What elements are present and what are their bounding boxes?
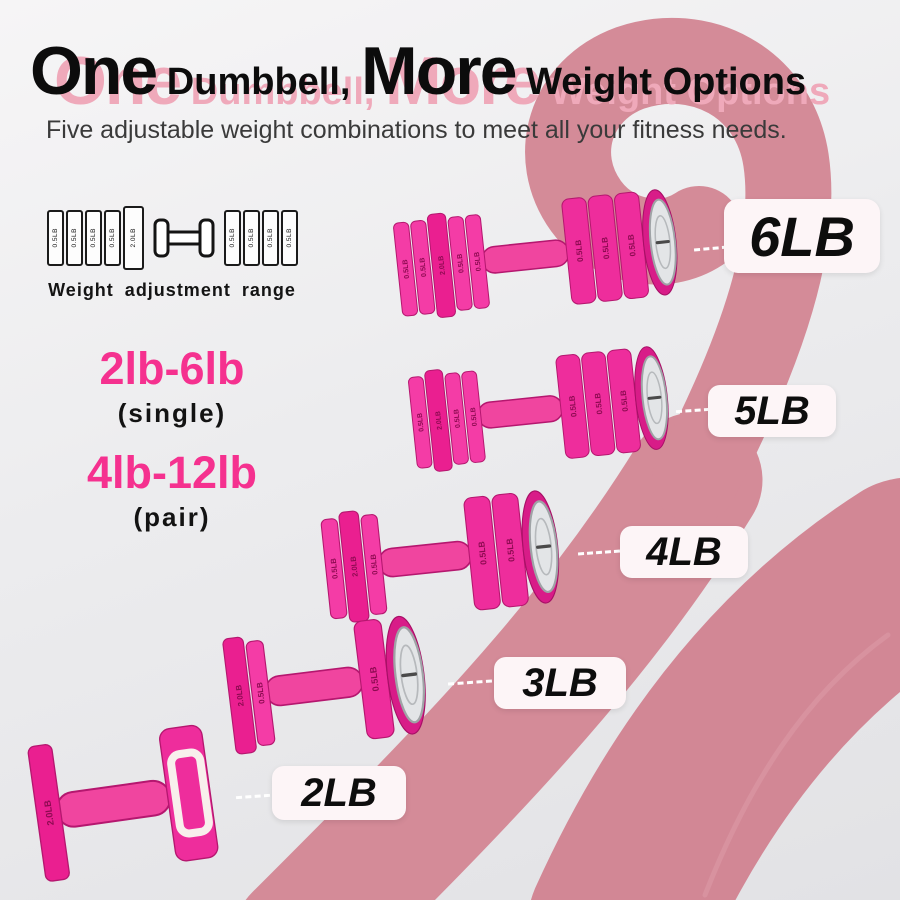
mini-plate-label: 0.5LB (70, 228, 78, 248)
pair-weight-range: 4lb-12lb (pair) (52, 448, 292, 533)
svg-text:0.5LB: 0.5LB (255, 681, 267, 704)
dumbbell-3lb-image: 2.0LB 0.5LB 0.5LB (222, 615, 426, 755)
diagram-caption: Weight adjustment range (48, 280, 296, 300)
svg-text:0.5LB: 0.5LB (329, 557, 340, 579)
mini-plate-label: 0.5LB (89, 228, 97, 248)
mini-plate-label: 0.5LB (51, 228, 59, 248)
svg-text:0.5LB: 0.5LB (504, 538, 516, 562)
single-range-note: (single) (117, 397, 227, 428)
svg-text:2.0LB: 2.0LB (437, 255, 447, 275)
headline-word-one: One (54, 43, 182, 119)
headline-word-dumbbell: Dumbbell, (156, 61, 362, 103)
svg-text:0.5LB: 0.5LB (368, 553, 379, 575)
dumbbell-outline-icon (153, 218, 214, 258)
dumbbell-6lb-image: 0.5LB 0.5LB 2.0LB 0.5LB 0.5LB 0.5LB 0.5LB 0.5LB (393, 189, 678, 318)
mini-plate-label: 0.5LB (266, 228, 274, 248)
svg-text:0.5LB: 0.5LB (567, 395, 578, 418)
headline: One Dumbbell, More Weight Options One Du… (30, 33, 900, 136)
pair-range-note: (pair) (133, 501, 211, 532)
svg-text:0.5LB: 0.5LB (619, 389, 630, 412)
svg-text:2.0LB: 2.0LB (234, 684, 246, 707)
headline-echo: One Dumbbell, More Weight Options (54, 43, 831, 119)
dumbbell-5lb-image: 0.5LB 2.0LB 0.5LB 0.5LB 0.5LB 0.5LB 0.5LB (408, 346, 669, 472)
svg-text:0.5LB: 0.5LB (401, 259, 411, 279)
mini-plate: 0.5LB (242, 210, 260, 266)
weight-badge-6lb: 6LB (724, 199, 880, 273)
weight-badge-2lb: 2LB (272, 766, 406, 820)
weight-badge-5lb: 5LB (708, 385, 836, 437)
weight-badge-4lb: 4LB (620, 526, 748, 578)
plate-row: 0.5LB 0.5LB 0.5LB 0.5LB 2.0LB 0.5LB 0.5LB 0.5L… (36, 206, 308, 270)
mini-plate: 0.5LB (280, 210, 298, 266)
headline-word-more: More (361, 33, 517, 109)
svg-text:0.5LB: 0.5LB (418, 257, 428, 277)
dumbbell-2lb-image: 2.0LB (27, 724, 219, 882)
headline-text: One Dumbbell, More Weight Options (30, 33, 900, 109)
svg-text:0.5LB: 0.5LB (368, 666, 381, 692)
svg-text:0.5LB: 0.5LB (626, 234, 637, 257)
right-plate-group: 0.5LB 0.5LB 0.5LB 0.5LB (223, 210, 298, 266)
mini-plate: 0.5LB (65, 210, 83, 266)
mini-plate-label: 0.5LB (247, 228, 255, 248)
mini-plate-label: 0.5LB (228, 228, 236, 248)
mini-plate-label: 2.0LB (129, 228, 137, 248)
headline-word-more: More (385, 43, 541, 119)
single-weight-range: 2lb-6lb (single) (52, 344, 292, 429)
dumbbell-4lb-image: 0.5LB 2.0LB 0.5LB 0.5LB 0.5LB (320, 490, 560, 623)
svg-text:0.5LB: 0.5LB (593, 392, 604, 415)
mini-plate-label: 0.5LB (108, 228, 116, 248)
svg-text:0.5LB: 0.5LB (456, 253, 466, 273)
weight-badge-3lb: 3LB (494, 657, 626, 709)
headline-word-one: One (30, 33, 158, 109)
mini-plate: 2.0LB (122, 206, 144, 270)
svg-text:2.0LB: 2.0LB (349, 555, 360, 577)
headline-word-weight-options: Weight Options (515, 61, 807, 103)
svg-text:2.0LB: 2.0LB (42, 799, 55, 826)
mini-plate: 0.5LB (223, 210, 241, 266)
mini-plate: 0.5LB (103, 210, 121, 266)
svg-text:0.5LB: 0.5LB (453, 409, 462, 429)
subtitle: Five adjustable weight combinations to m… (46, 116, 787, 144)
mini-plate-label: 0.5LB (285, 228, 293, 248)
dashed-connector (235, 793, 271, 800)
mini-plate: 0.5LB (84, 210, 102, 266)
mini-plate: 0.5LB (46, 210, 64, 266)
svg-text:0.5LB: 0.5LB (473, 251, 483, 271)
svg-text:2.0LB: 2.0LB (435, 411, 444, 431)
single-range-value: 2lb-6lb (99, 343, 245, 394)
weight-adjustment-diagram: 0.5LB 0.5LB 0.5LB 0.5LB 2.0LB 0.5LB 0.5LB 0.5L… (36, 206, 308, 301)
mini-plate: 0.5LB (261, 210, 279, 266)
left-plate-group: 0.5LB 0.5LB 0.5LB 0.5LB 2.0LB (46, 206, 144, 270)
svg-text:0.5LB: 0.5LB (600, 236, 611, 259)
svg-text:0.5LB: 0.5LB (417, 413, 426, 433)
pair-range-value: 4lb-12lb (86, 447, 258, 498)
svg-text:0.5LB: 0.5LB (470, 407, 479, 427)
svg-text:0.5LB: 0.5LB (476, 541, 488, 565)
svg-text:0.5LB: 0.5LB (574, 239, 585, 262)
